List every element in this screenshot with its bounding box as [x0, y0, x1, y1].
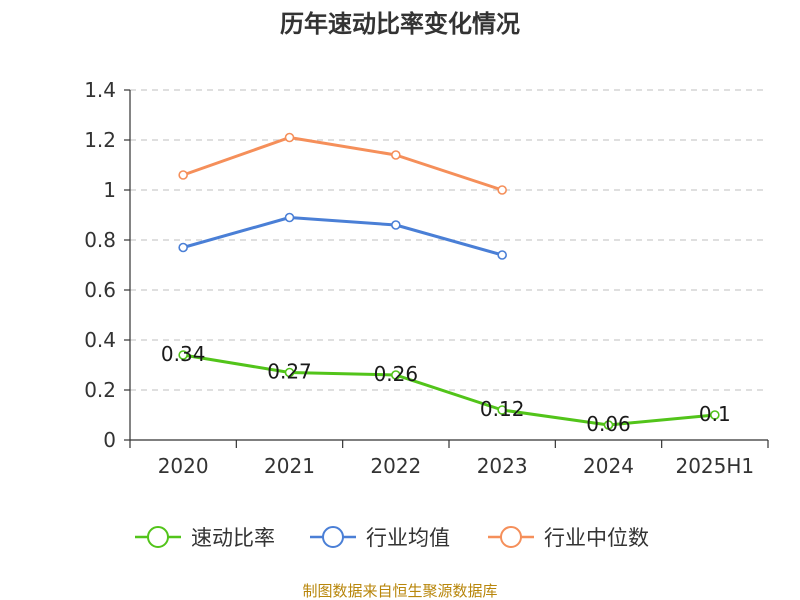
- x-tick-label: 2021: [264, 454, 315, 478]
- legend-label: 行业均值: [366, 526, 450, 550]
- y-tick-label: 1.4: [84, 78, 116, 102]
- x-tick-label: 2024: [583, 454, 634, 478]
- data-label: 0.34: [161, 342, 206, 366]
- data-point: [710, 410, 720, 420]
- data-point: [497, 185, 507, 195]
- data-point: [284, 212, 295, 223]
- data-label: 0.27: [267, 360, 312, 384]
- y-tick-label: 0: [103, 428, 116, 452]
- x-tick-label: 2023: [477, 454, 528, 478]
- data-point: [497, 405, 507, 415]
- legend-item[interactable]: 行业中位数: [488, 526, 649, 550]
- data-label: 0.06: [586, 412, 631, 436]
- data-label: 0.12: [480, 397, 525, 421]
- series: [178, 132, 720, 430]
- y-tick-label: 0.6: [84, 278, 116, 302]
- data-point: [391, 150, 401, 160]
- data-point: [391, 220, 401, 230]
- data-label: 0.26: [374, 362, 419, 386]
- x-tick-label: 2020: [158, 454, 209, 478]
- y-tick-label: 0.2: [84, 378, 116, 402]
- data-point: [497, 250, 507, 260]
- x-tick-label: 2022: [370, 454, 421, 478]
- legend-marker-icon: [500, 526, 522, 548]
- legend-marker-icon: [147, 526, 169, 548]
- legend-label: 行业中位数: [544, 526, 649, 550]
- y-tick-label: 1.2: [84, 128, 116, 152]
- chart-title: 历年速动比率变化情况: [280, 10, 520, 38]
- y-tick-label: 0.4: [84, 328, 116, 352]
- series-line: [182, 216, 503, 257]
- legend: 速动比率 行业均值 行业中位数: [135, 526, 649, 550]
- y-tick-label: 0.8: [84, 228, 116, 252]
- data-point: [603, 420, 614, 430]
- data-label: 0.1: [699, 402, 731, 426]
- axes: 0 0.2 0.4 0.6 0.8 1 1.2 1.4 2020 2021 2022 2023 2024…: [84, 78, 769, 478]
- legend-marker-icon: [322, 526, 344, 548]
- data-point: [178, 170, 188, 180]
- legend-item[interactable]: 速动比率: [135, 526, 275, 550]
- x-tick-label: 2025H1: [675, 454, 754, 478]
- data-point: [178, 350, 188, 360]
- data-labels: 0.34 0.27 0.26 0.12 0.06 0.1: [161, 342, 731, 436]
- legend-label: 速动比率: [191, 526, 275, 550]
- data-point: [178, 242, 188, 253]
- series-line: [182, 353, 715, 427]
- data-point: [284, 132, 295, 143]
- legend-item[interactable]: 行业均值: [310, 526, 450, 550]
- data-point: [284, 367, 295, 378]
- source-note: 制图数据来自恒生聚源数据库: [302, 582, 497, 600]
- y-tick-label: 1: [103, 178, 116, 202]
- data-point: [391, 370, 401, 380]
- series-line: [182, 136, 503, 192]
